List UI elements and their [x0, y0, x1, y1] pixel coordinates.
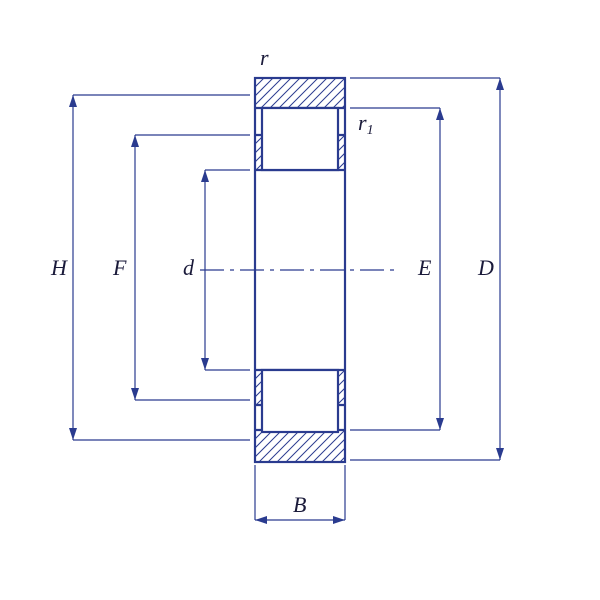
dim-label-d: d [183, 255, 195, 280]
dim-label-E: E [417, 255, 432, 280]
dim-label-F: F [112, 255, 127, 280]
label-r1: r1 [358, 110, 374, 138]
dim-label-H: H [50, 255, 68, 280]
label-r: r [260, 45, 269, 70]
dim-label-D: D [477, 255, 494, 280]
dim-label-B: B [293, 492, 306, 517]
bearing-section-diagram: H Fd E D Br r1 [0, 0, 600, 600]
